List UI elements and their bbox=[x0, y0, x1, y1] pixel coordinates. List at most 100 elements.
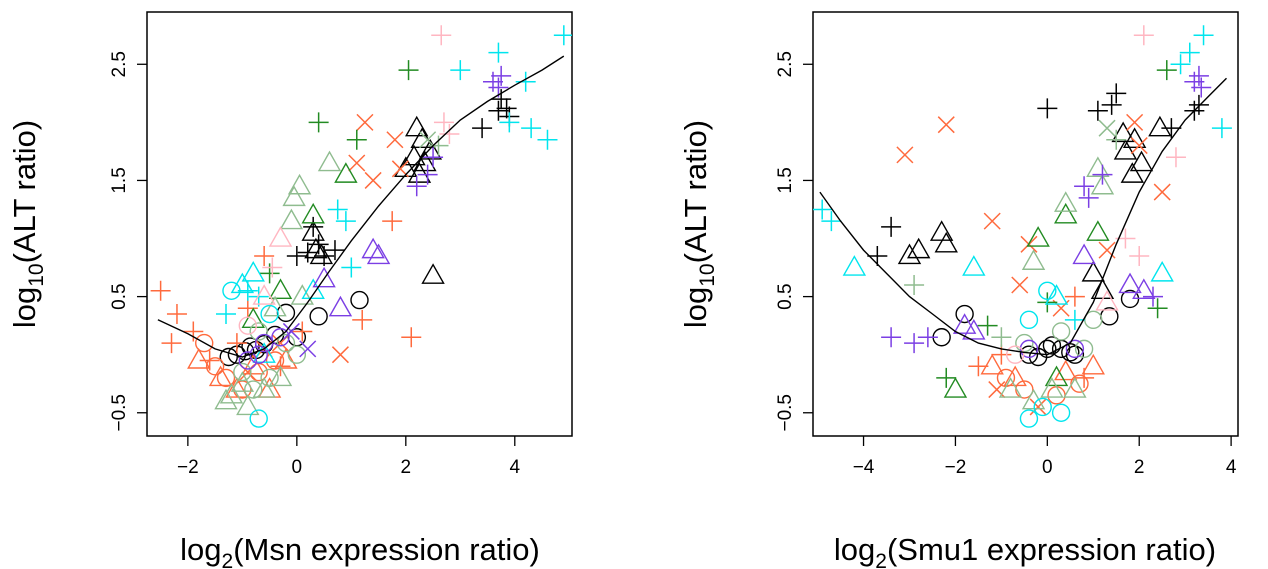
data-point-plus bbox=[1101, 94, 1122, 115]
data-point-plus bbox=[991, 344, 1012, 365]
data-point-plus bbox=[936, 367, 957, 388]
data-point-plus bbox=[237, 298, 258, 319]
data-point-triangle bbox=[405, 115, 429, 137]
data-point-circle bbox=[1015, 380, 1034, 399]
y-axis-title-text: (ALT ratio) bbox=[7, 120, 42, 264]
data-point-cross bbox=[1130, 137, 1148, 155]
data-point-plus bbox=[398, 60, 419, 81]
data-point-triangle bbox=[290, 284, 314, 305]
data-point-cross bbox=[1029, 398, 1047, 416]
data-point-plus bbox=[553, 25, 572, 46]
data-point-circle bbox=[254, 333, 274, 353]
data-point-plus bbox=[496, 98, 517, 119]
data-point-plus bbox=[1129, 245, 1150, 266]
x-tick-label: −2 bbox=[945, 457, 967, 478]
data-point-triangle bbox=[943, 377, 968, 398]
data-point-triangle bbox=[236, 394, 260, 416]
data-point-plus bbox=[977, 315, 998, 336]
data-point-triangle bbox=[252, 284, 276, 305]
data-point-plus bbox=[433, 112, 454, 133]
data-point-triangle bbox=[394, 156, 418, 178]
data-point-circle bbox=[1038, 281, 1057, 300]
data-point-circle bbox=[287, 345, 307, 364]
data-point-circle bbox=[1033, 397, 1052, 417]
data-point-plus bbox=[482, 71, 503, 92]
data-point-circle bbox=[1019, 345, 1039, 364]
x-axis-title-prefix: log bbox=[834, 532, 875, 567]
data-point-plus bbox=[150, 280, 171, 301]
data-point-cross bbox=[988, 381, 1006, 399]
data-point-plus bbox=[1211, 118, 1232, 139]
x-tick-label: 2 bbox=[1134, 457, 1145, 478]
data-point-triangle bbox=[225, 377, 249, 398]
data-point-cross bbox=[1126, 113, 1144, 131]
data-point-cross bbox=[364, 171, 382, 189]
data-point-triangle bbox=[410, 127, 434, 148]
data-point-circle bbox=[1038, 339, 1057, 359]
data-point-triangle bbox=[187, 348, 211, 369]
x-tick-label: −2 bbox=[177, 457, 199, 478]
data-point-plus bbox=[166, 304, 187, 325]
data-point-plus bbox=[382, 211, 403, 232]
data-point-triangle bbox=[418, 138, 443, 160]
data-point-plus bbox=[904, 333, 925, 354]
y-axis-title-prefix: log bbox=[678, 287, 713, 328]
data-point-plus bbox=[1074, 176, 1095, 197]
data-point-plus bbox=[1092, 164, 1113, 185]
data-point-plus bbox=[515, 71, 536, 92]
data-point-triangle bbox=[1021, 388, 1046, 410]
data-point-plus bbox=[881, 327, 902, 348]
data-point-triangle bbox=[287, 173, 312, 195]
data-point-plus bbox=[1170, 54, 1191, 75]
data-point-triangle bbox=[334, 162, 358, 183]
data-point-triangle bbox=[952, 313, 977, 334]
data-point-triangle bbox=[361, 237, 385, 259]
data-point-circle bbox=[1051, 403, 1071, 422]
data-point-triangle bbox=[998, 377, 1023, 398]
x-axis-title: log2(Smu1 expression ratio) bbox=[834, 532, 1216, 569]
data-point-triangle bbox=[1072, 243, 1096, 265]
data-point-triangle bbox=[906, 237, 931, 259]
data-point-triangle bbox=[312, 266, 336, 288]
data-point-plus bbox=[308, 112, 329, 133]
x-axis-title-text: (Msn expression ratio) bbox=[233, 532, 540, 567]
data-point-plus bbox=[346, 129, 367, 150]
data-point-circle bbox=[195, 333, 214, 353]
data-point-plus bbox=[1156, 60, 1177, 81]
data-point-plus bbox=[491, 89, 512, 110]
y-axis-title-subscript: 10 bbox=[25, 263, 48, 286]
data-point-cross bbox=[1011, 276, 1029, 294]
data-point-triangle bbox=[208, 365, 233, 387]
data-point-circle bbox=[276, 333, 296, 353]
data-point-triangle bbox=[282, 185, 306, 207]
data-point-triangle bbox=[962, 255, 986, 276]
data-point-triangle bbox=[1063, 377, 1087, 398]
y-tick-label: 1.5 bbox=[109, 167, 130, 193]
data-point-plus bbox=[335, 211, 356, 232]
data-point-plus bbox=[1143, 286, 1163, 307]
data-point-triangle bbox=[1095, 289, 1119, 311]
data-point-circle bbox=[216, 368, 236, 388]
data-point-triangle bbox=[1054, 191, 1078, 212]
data-point-plus bbox=[1161, 118, 1182, 139]
y-axis-title-subscript: 10 bbox=[696, 263, 719, 286]
data-point-plus bbox=[1064, 286, 1085, 307]
data-point-plus bbox=[488, 100, 509, 121]
data-point-plus bbox=[488, 42, 509, 63]
data-point-plus bbox=[1106, 83, 1127, 104]
data-point-cross bbox=[282, 322, 300, 340]
data-point-plus bbox=[254, 245, 275, 266]
data-point-plus bbox=[314, 245, 335, 266]
data-point-triangle bbox=[1132, 278, 1156, 299]
data-point-triangle bbox=[1090, 173, 1115, 195]
data-point-triangle bbox=[1040, 377, 1064, 398]
data-point-circle bbox=[249, 409, 268, 428]
plot-frame bbox=[146, 11, 573, 437]
x-tick-label: −4 bbox=[853, 457, 875, 478]
data-point-triangle bbox=[842, 255, 867, 276]
data-point-plus bbox=[1165, 147, 1186, 168]
y-tick-label: −0.5 bbox=[109, 394, 130, 432]
data-point-cross bbox=[331, 346, 349, 364]
